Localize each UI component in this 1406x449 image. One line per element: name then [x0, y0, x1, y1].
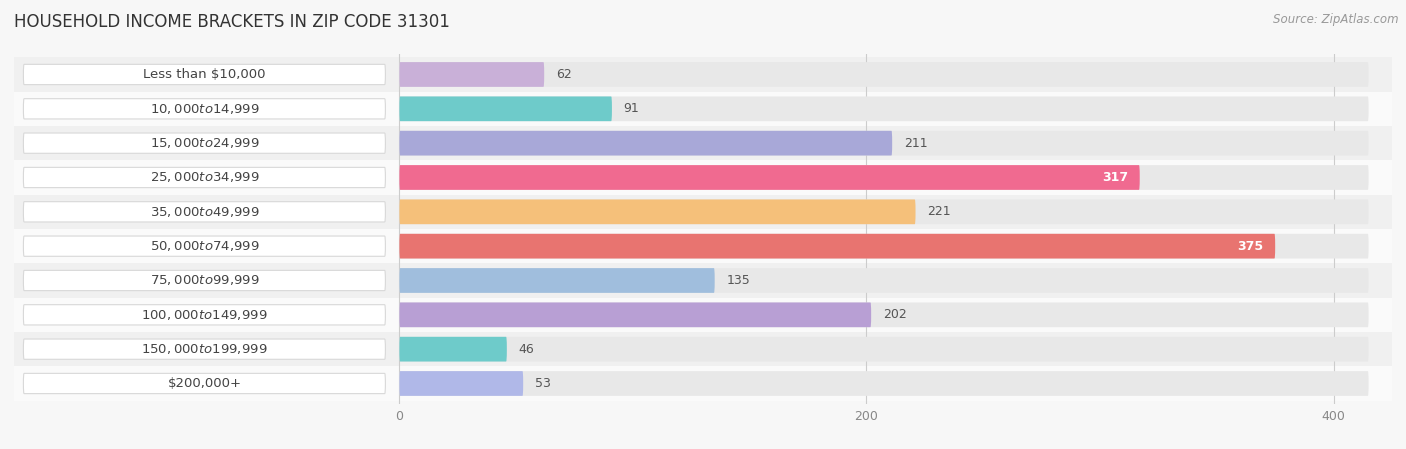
- FancyBboxPatch shape: [399, 303, 872, 327]
- FancyBboxPatch shape: [14, 126, 1392, 160]
- FancyBboxPatch shape: [24, 339, 385, 359]
- Text: 53: 53: [534, 377, 551, 390]
- FancyBboxPatch shape: [399, 268, 1368, 293]
- Text: $25,000 to $34,999: $25,000 to $34,999: [149, 171, 259, 185]
- FancyBboxPatch shape: [14, 195, 1392, 229]
- FancyBboxPatch shape: [24, 374, 385, 394]
- FancyBboxPatch shape: [399, 234, 1275, 259]
- FancyBboxPatch shape: [399, 131, 893, 155]
- Text: Less than $10,000: Less than $10,000: [143, 68, 266, 81]
- FancyBboxPatch shape: [399, 371, 523, 396]
- FancyBboxPatch shape: [399, 165, 1140, 190]
- FancyBboxPatch shape: [14, 92, 1392, 126]
- FancyBboxPatch shape: [14, 332, 1392, 366]
- FancyBboxPatch shape: [399, 131, 1368, 155]
- Text: $75,000 to $99,999: $75,000 to $99,999: [149, 273, 259, 287]
- FancyBboxPatch shape: [399, 97, 1368, 121]
- Text: 211: 211: [904, 136, 928, 150]
- Text: $50,000 to $74,999: $50,000 to $74,999: [149, 239, 259, 253]
- Text: $10,000 to $14,999: $10,000 to $14,999: [149, 102, 259, 116]
- Text: 46: 46: [519, 343, 534, 356]
- FancyBboxPatch shape: [24, 236, 385, 256]
- FancyBboxPatch shape: [14, 160, 1392, 195]
- FancyBboxPatch shape: [399, 165, 1368, 190]
- FancyBboxPatch shape: [24, 133, 385, 153]
- FancyBboxPatch shape: [14, 263, 1392, 298]
- Text: $100,000 to $149,999: $100,000 to $149,999: [141, 308, 267, 322]
- FancyBboxPatch shape: [24, 64, 385, 84]
- Text: Source: ZipAtlas.com: Source: ZipAtlas.com: [1274, 13, 1399, 26]
- Text: 62: 62: [555, 68, 572, 81]
- Text: $200,000+: $200,000+: [167, 377, 242, 390]
- FancyBboxPatch shape: [14, 298, 1392, 332]
- FancyBboxPatch shape: [24, 202, 385, 222]
- Text: $35,000 to $49,999: $35,000 to $49,999: [149, 205, 259, 219]
- Text: $150,000 to $199,999: $150,000 to $199,999: [141, 342, 267, 356]
- Text: 91: 91: [624, 102, 640, 115]
- FancyBboxPatch shape: [14, 57, 1392, 92]
- FancyBboxPatch shape: [14, 366, 1392, 401]
- FancyBboxPatch shape: [399, 199, 1368, 224]
- FancyBboxPatch shape: [24, 270, 385, 291]
- Text: 221: 221: [927, 205, 950, 218]
- FancyBboxPatch shape: [24, 305, 385, 325]
- Text: 317: 317: [1102, 171, 1128, 184]
- FancyBboxPatch shape: [399, 337, 1368, 361]
- FancyBboxPatch shape: [399, 268, 714, 293]
- FancyBboxPatch shape: [399, 62, 544, 87]
- FancyBboxPatch shape: [399, 303, 1368, 327]
- Text: HOUSEHOLD INCOME BRACKETS IN ZIP CODE 31301: HOUSEHOLD INCOME BRACKETS IN ZIP CODE 31…: [14, 13, 450, 31]
- Text: 135: 135: [727, 274, 751, 287]
- FancyBboxPatch shape: [399, 337, 506, 361]
- FancyBboxPatch shape: [399, 199, 915, 224]
- Text: $15,000 to $24,999: $15,000 to $24,999: [149, 136, 259, 150]
- Text: 375: 375: [1237, 240, 1264, 253]
- FancyBboxPatch shape: [24, 167, 385, 188]
- FancyBboxPatch shape: [399, 97, 612, 121]
- FancyBboxPatch shape: [399, 234, 1368, 259]
- FancyBboxPatch shape: [399, 62, 1368, 87]
- FancyBboxPatch shape: [14, 229, 1392, 263]
- FancyBboxPatch shape: [399, 371, 1368, 396]
- FancyBboxPatch shape: [24, 99, 385, 119]
- Text: 202: 202: [883, 308, 907, 321]
